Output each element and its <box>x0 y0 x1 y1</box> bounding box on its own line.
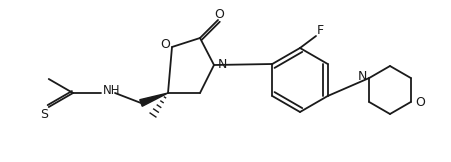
Text: N: N <box>357 70 366 83</box>
Text: O: O <box>160 37 170 51</box>
Text: N: N <box>217 58 226 70</box>
Text: O: O <box>214 7 223 21</box>
Polygon shape <box>139 93 168 106</box>
Text: NH: NH <box>103 85 120 98</box>
Text: S: S <box>40 109 48 122</box>
Text: F: F <box>316 24 323 37</box>
Text: O: O <box>414 96 424 109</box>
